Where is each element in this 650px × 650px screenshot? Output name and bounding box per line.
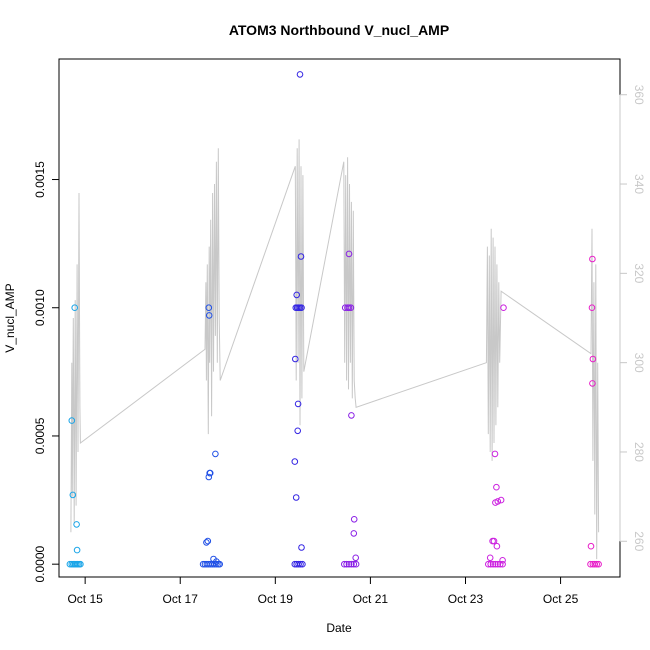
data-point-3 (294, 400, 302, 408)
data-point-4 (347, 304, 355, 312)
data-point-1 (71, 304, 78, 312)
data-point-4 (345, 304, 353, 312)
data-point-4 (343, 560, 350, 568)
data-point-1 (69, 491, 77, 499)
data-point-5 (492, 560, 499, 568)
data-point-5 (489, 560, 497, 568)
data-point-2 (205, 312, 213, 319)
data-point-3 (295, 560, 302, 568)
data-point-4 (350, 516, 358, 523)
data-point-5 (497, 496, 505, 504)
data-point-6 (593, 560, 601, 568)
data-point-6 (591, 560, 599, 568)
data-point-2 (216, 560, 223, 568)
y2-tick-label: 300 (632, 353, 646, 373)
data-point-5 (486, 554, 494, 562)
data-point-2 (213, 560, 220, 568)
data-point-3 (297, 560, 304, 568)
data-point-4 (348, 560, 355, 568)
x-tick-label: Oct 21 (353, 592, 389, 606)
data-point-5 (491, 450, 499, 458)
data-point-4 (348, 412, 355, 419)
y2-tick-label: 260 (632, 531, 646, 551)
data-point-3 (292, 355, 299, 363)
data-point-5 (499, 560, 506, 568)
data-point-6 (587, 542, 595, 550)
data-point-2 (206, 469, 214, 477)
plot-frame (58, 58, 621, 578)
data-point-2 (204, 537, 212, 545)
x-tick-label: Oct 25 (543, 592, 579, 606)
x-axis: Oct 15 Oct 17 Oct 19 Oct 21 Oct 23 Oct 25 (67, 576, 579, 606)
data-point-5 (500, 304, 507, 312)
y2-tick-label: 360 (632, 85, 646, 105)
data-point-6 (587, 560, 594, 568)
data-point-3 (298, 304, 305, 312)
data-point-4 (345, 250, 353, 258)
data-point-1 (68, 417, 76, 424)
data-point-3 (297, 253, 305, 260)
trace-line (70, 139, 600, 560)
data-point-1 (73, 546, 81, 554)
chart-title: ATOM3 Northbound V_nucl_AMP (229, 22, 449, 38)
data-point-4 (352, 560, 360, 568)
data-point-3 (294, 427, 302, 435)
points-layer (66, 71, 602, 568)
y2-tick-label: 320 (632, 263, 646, 283)
x-tick-label: Oct 19 (258, 592, 294, 606)
data-point-6 (589, 380, 596, 387)
data-point-6 (589, 355, 597, 363)
y-tick-label: 0.0015 (33, 161, 47, 198)
y-axis-label: V_nucl_AMP (3, 283, 17, 352)
data-point-5 (493, 542, 501, 550)
data-point-3 (298, 544, 305, 551)
y2-axis: 260 280 300 320 340 360 (619, 85, 646, 552)
data-point-4 (352, 554, 360, 562)
data-point-5 (490, 537, 498, 545)
data-point-5 (492, 499, 499, 506)
data-point-1 (77, 560, 84, 568)
data-point-6 (589, 255, 596, 263)
data-point-3 (292, 494, 300, 501)
x-tick-label: Oct 17 (163, 592, 199, 606)
data-point-2 (205, 473, 213, 481)
y-tick-label: 0.0010 (33, 289, 47, 326)
trace-layer (70, 139, 600, 560)
data-point-6 (588, 304, 596, 312)
data-point-5 (496, 560, 504, 568)
data-point-4 (350, 530, 358, 537)
y-tick-label: 0.0005 (33, 417, 47, 454)
data-point-2 (203, 539, 210, 546)
data-point-4 (345, 560, 353, 568)
data-point-4 (341, 560, 348, 568)
data-point-5 (485, 560, 492, 568)
y2-tick-label: 340 (632, 174, 646, 194)
data-point-3 (291, 458, 299, 465)
data-point-3 (296, 71, 304, 78)
data-point-2 (212, 450, 219, 458)
data-point-3 (299, 560, 306, 568)
x-axis-label: Date (326, 621, 352, 635)
data-point-3 (293, 291, 301, 299)
data-point-1 (73, 521, 80, 528)
data-point-4 (350, 560, 358, 568)
data-point-6 (595, 560, 602, 568)
y2-tick-label: 280 (632, 442, 646, 462)
x-tick-label: Oct 23 (448, 592, 484, 606)
data-point-5 (487, 560, 495, 568)
y-axis: 0.0000 0.0005 0.0010 0.0015 (33, 161, 60, 583)
data-point-5 (493, 483, 500, 491)
data-point-1 (66, 560, 74, 568)
x-tick-label: Oct 15 (67, 592, 103, 606)
y-tick-label: 0.0000 (33, 546, 47, 583)
data-point-2 (205, 304, 213, 312)
data-point-5 (494, 560, 502, 568)
